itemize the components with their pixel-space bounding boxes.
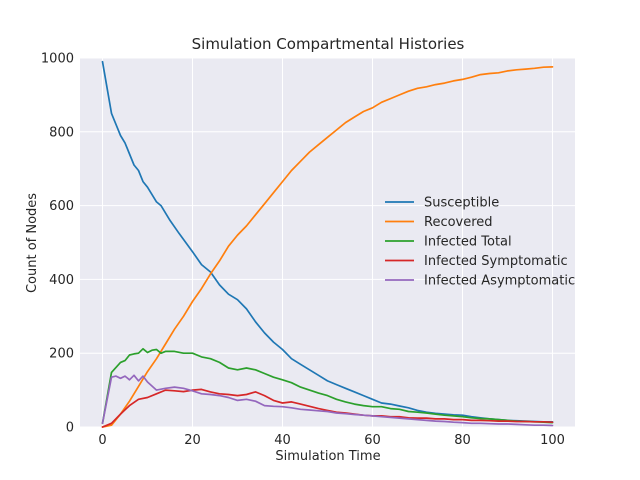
series-layer (101, 60, 554, 428)
x-tick-label: 20 (184, 433, 201, 448)
y-tick-label: 600 (49, 199, 74, 214)
chart-title: Simulation Compartmental Histories (192, 35, 465, 53)
y-tick-label: 0 (66, 421, 74, 436)
y-tick-label: 200 (49, 347, 74, 362)
legend-label: Infected Symptomatic (424, 254, 568, 269)
series-line-infected-symptomatic (101, 388, 554, 428)
series-line-susceptible (101, 60, 554, 423)
plot-area (80, 58, 575, 427)
y-tick-label: 800 (49, 125, 74, 140)
series-line-recovered (101, 66, 554, 428)
x-tick-label: 100 (540, 433, 565, 448)
x-tick-label: 80 (454, 433, 471, 448)
y-tick-label: 1000 (41, 52, 74, 67)
series-line-infected-asymptomatic (101, 374, 554, 427)
y-tick-label: 400 (49, 273, 74, 288)
legend-label: Infected Total (424, 235, 512, 250)
legend-label: Recovered (424, 215, 493, 230)
legend-label: Infected Asymptomatic (424, 274, 575, 289)
x-tick-label: 60 (364, 433, 381, 448)
series-line-infected-total (101, 347, 554, 425)
legend-label: Susceptible (424, 196, 499, 211)
x-tick-label: 40 (274, 433, 291, 448)
x-tick-label: 0 (98, 433, 106, 448)
legend: Susceptible Recovered Infected Total Infect… (385, 196, 575, 289)
x-axis-label: Simulation Time (275, 449, 380, 464)
y-axis-label: Count of Nodes (25, 193, 40, 293)
